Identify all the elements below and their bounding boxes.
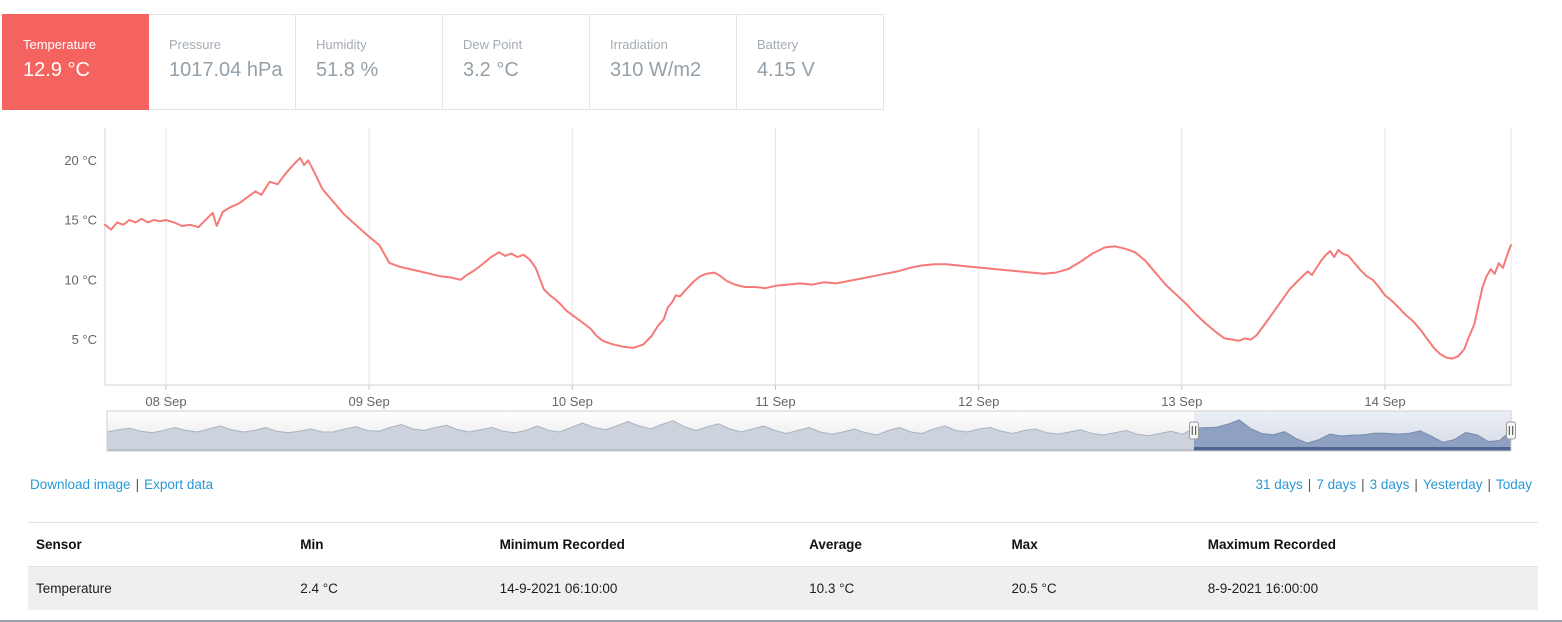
navigator-selected-area	[1193, 419, 1512, 451]
navigator-handle-left[interactable]	[1188, 421, 1199, 440]
sensor-stats-table-wrap: Sensor Min Minimum Recorded Average Max …	[28, 522, 1538, 610]
navigator-selection-scrollbar[interactable]	[1193, 447, 1511, 451]
x-axis-label: 14 Sep	[1364, 394, 1405, 409]
tab-temperature[interactable]: Temperature 12.9 °C	[2, 14, 149, 110]
link-separator: |	[1361, 477, 1365, 492]
tab-value: 12.9 °C	[23, 59, 90, 81]
tab-label: Humidity	[316, 37, 367, 52]
sensor-stats-table: Sensor Min Minimum Recorded Average Max …	[28, 522, 1538, 610]
cell-average: 10.3 °C	[801, 566, 1004, 610]
header-min: Min	[292, 522, 492, 567]
tab-pressure[interactable]: Pressure 1017.04 hPa	[149, 14, 296, 110]
header-minimum-recorded: Minimum Recorded	[491, 522, 802, 567]
cell-max: 20.5 °C	[1003, 566, 1200, 610]
x-axis-label: 08 Sep	[145, 394, 186, 409]
range-link-31-days[interactable]: 31 days	[1255, 477, 1303, 492]
tab-battery[interactable]: Battery 4.15 V	[737, 14, 884, 110]
cell-min: 2.4 °C	[292, 566, 492, 610]
range-links: 31 days | 7 days | 3 days | Yesterday | Today	[1256, 477, 1533, 492]
cell-maximum-recorded: 8-9-2021 16:00:00	[1199, 566, 1538, 610]
link-separator: |	[135, 477, 140, 492]
temperature-series-line	[104, 156, 1512, 360]
y-axis-label: 20 °C	[64, 153, 97, 168]
tab-value: 4.15 V	[757, 59, 815, 81]
range-link-3-days[interactable]: 3 days	[1369, 477, 1410, 492]
cell-minimum-recorded: 14-9-2021 06:10:00	[491, 566, 802, 610]
link-separator: |	[1414, 477, 1418, 492]
range-link-yesterday[interactable]: Yesterday	[1422, 477, 1483, 492]
x-axis-label: 13 Sep	[1161, 394, 1202, 409]
download-image-link[interactable]: Download image	[30, 477, 131, 492]
header-average: Average	[801, 522, 1004, 567]
chart-navigator[interactable]	[0, 410, 1562, 458]
link-separator: |	[1307, 477, 1312, 492]
x-axis-label: 10 Sep	[552, 394, 593, 409]
tab-label: Pressure	[169, 37, 222, 52]
tab-label: Irradiation	[610, 37, 668, 52]
tab-humidity[interactable]: Humidity 51.8 %	[296, 14, 443, 110]
cell-sensor: Temperature	[28, 566, 293, 610]
x-axis-label: 09 Sep	[348, 394, 389, 409]
tab-value: 3.2 °C	[463, 59, 519, 81]
y-axis-label: 10 °C	[64, 272, 97, 287]
header-max: Max	[1003, 522, 1200, 567]
y-axis-label: 15 °C	[64, 213, 97, 228]
tab-value: 51.8 %	[316, 59, 379, 81]
tab-value: 1017.04 hPa	[169, 59, 283, 81]
x-axis-label: 12 Sep	[958, 394, 999, 409]
tab-label: Temperature	[23, 37, 96, 52]
tab-label: Dew Point	[463, 37, 523, 52]
temperature-chart[interactable]: 08 Sep 09 Sep 10 Sep 11 Sep 12 Sep 13 Sep 14 S…	[0, 118, 1562, 410]
export-links: Download image | Export data	[30, 477, 213, 492]
sensor-tabs: Temperature 12.9 °C Pressure 1017.04 hPa…	[2, 14, 884, 110]
x-axis-label: 11 Sep	[755, 394, 795, 409]
range-link-today[interactable]: Today	[1495, 477, 1532, 492]
y-axis-label: 5 °C	[72, 332, 97, 347]
tab-value: 310 W/m2	[610, 59, 702, 81]
range-link-7-days[interactable]: 7 days	[1316, 477, 1357, 492]
header-sensor: Sensor	[28, 522, 293, 567]
tab-dew-point[interactable]: Dew Point 3.2 °C	[443, 14, 590, 110]
link-separator: |	[1487, 477, 1491, 492]
table-header-row: Sensor Min Minimum Recorded Average Max …	[28, 522, 1538, 567]
tab-label: Battery	[757, 37, 799, 52]
header-maximum-recorded: Maximum Recorded	[1199, 522, 1538, 567]
table-row-temperature: Temperature 2.4 °C 14-9-2021 06:10:00 10…	[28, 566, 1538, 610]
navigator-selection[interactable]	[1193, 411, 1511, 451]
bottom-divider	[0, 620, 1562, 622]
navigator-handle-right[interactable]	[1506, 421, 1516, 440]
chart-links-row: Download image | Export data 31 days | 7 day…	[30, 477, 1532, 492]
export-data-link[interactable]: Export data	[144, 477, 214, 492]
tab-irradiation[interactable]: Irradiation 310 W/m2	[590, 14, 737, 110]
